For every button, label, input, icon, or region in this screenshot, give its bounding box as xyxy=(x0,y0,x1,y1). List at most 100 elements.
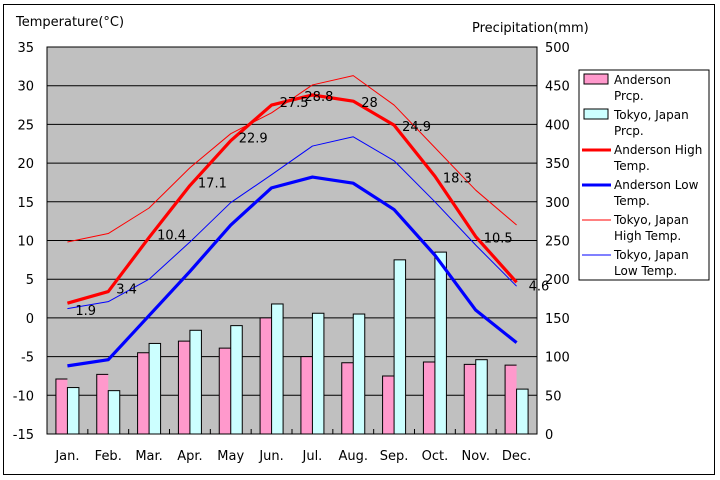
legend: Anderson Prcp. Tokyo, Japan Prcp. Anderson H… xyxy=(578,69,710,281)
x-tick-label: Nov. xyxy=(462,449,491,464)
legend-label: Tokyo, Japan xyxy=(613,108,689,122)
data-label-anderson-high: 24.9 xyxy=(402,120,431,135)
precip-bar-anderson xyxy=(341,362,354,434)
precip-bar-anderson xyxy=(137,352,150,434)
legend-label: Prcp. xyxy=(614,124,644,138)
precip-bar-outline xyxy=(55,378,68,434)
legend-label: Temp. xyxy=(613,159,650,173)
line-anderson-low-temp xyxy=(67,175,518,368)
precip-bar-tokyo xyxy=(516,388,529,435)
data-label-anderson-high: 28 xyxy=(361,96,378,111)
precip-bar-tokyo xyxy=(107,390,121,435)
precip-bar-tokyo xyxy=(271,303,284,435)
data-label-anderson-high: 10.5 xyxy=(484,232,513,247)
legend-label: Tokyo, Japan xyxy=(613,248,689,262)
left-axis-title: Temperature(°C) xyxy=(15,15,124,30)
data-label-anderson-high: 4.6 xyxy=(529,279,550,294)
legend-swatch xyxy=(583,108,609,120)
precipitation-bars xyxy=(55,251,529,435)
x-tick-label: Jun. xyxy=(258,449,283,464)
x-tick-label: Apr. xyxy=(177,449,202,464)
x-tick-label: Feb. xyxy=(95,449,122,464)
right-tick-label: 50 xyxy=(545,389,562,404)
x-tick-label: Aug. xyxy=(338,449,368,464)
right-tick-label: 0 xyxy=(545,428,553,443)
precip-bar-outline xyxy=(463,363,476,434)
plot-border xyxy=(46,46,538,435)
legend-label: Prcp. xyxy=(614,89,644,103)
line-tokyo-japan-low-temp xyxy=(67,136,517,310)
right-tick-label: 350 xyxy=(545,157,570,172)
data-label-anderson-high: 1.9 xyxy=(75,304,96,319)
left-tick-label: 30 xyxy=(17,80,34,95)
left-tick-label: 0 xyxy=(26,312,34,327)
precip-bar-outline xyxy=(259,317,272,434)
left-tick-label: 35 xyxy=(17,41,34,56)
right-axis-title: Precipitation(mm) xyxy=(472,21,589,36)
precip-bar-anderson xyxy=(300,356,313,434)
precip-bar-outline xyxy=(177,340,190,434)
x-tick-label: Jul. xyxy=(302,449,323,464)
legend-label: Low Temp. xyxy=(614,264,677,278)
right-tick-label: 100 xyxy=(545,351,570,366)
precip-bar-anderson xyxy=(423,362,435,434)
x-tick-label: Dec. xyxy=(502,449,531,464)
legend-label: Temp. xyxy=(613,194,650,208)
precip-bar-anderson xyxy=(178,341,190,434)
right-tick-label: 500 xyxy=(545,41,570,56)
left-tick-label: 25 xyxy=(17,118,34,133)
precip-bar-anderson xyxy=(96,374,109,434)
precip-bar-outline xyxy=(382,375,395,434)
precip-bar-anderson xyxy=(219,348,231,434)
right-tick-label: 300 xyxy=(545,196,570,211)
right-tick-label: 250 xyxy=(545,235,570,250)
left-tick-label: 20 xyxy=(17,157,34,172)
legend-label: Anderson xyxy=(614,73,671,87)
precip-bar-outline xyxy=(218,347,231,434)
precip-bar-tokyo xyxy=(148,342,162,435)
precip-bar-anderson xyxy=(464,364,476,434)
x-tick-label: Oct. xyxy=(422,449,449,464)
temperature-lines xyxy=(66,75,518,368)
data-label-anderson-high: 10.4 xyxy=(157,228,186,243)
data-labels: 1.9 3.4 10.4 17.1 22.9 27.528.8 28 24.9 18.3 10.5… xyxy=(75,90,549,319)
left-tick-label: 10 xyxy=(17,235,34,250)
precip-bar-outline xyxy=(137,352,150,434)
x-tick-label: May xyxy=(217,449,244,464)
precip-bar-outline xyxy=(504,364,517,434)
precip-bar-outline xyxy=(300,356,313,434)
data-label-anderson-high: 28.8 xyxy=(304,90,333,105)
legend-label: High Temp. xyxy=(614,229,681,243)
precip-bar-tokyo xyxy=(475,359,488,435)
precip-bar-anderson xyxy=(505,365,517,434)
precip-bar-outline xyxy=(96,373,109,434)
precip-bar-outline xyxy=(422,361,435,434)
x-tick-label: Sep. xyxy=(380,449,409,464)
precip-bar-tokyo xyxy=(393,259,407,435)
precip-bar-tokyo xyxy=(189,329,202,435)
legend-label: Tokyo, Japan xyxy=(613,213,689,227)
data-label-anderson-high: 17.1 xyxy=(198,177,227,192)
left-tick-label: 5 xyxy=(26,273,34,288)
left-tick-label: -15 xyxy=(13,428,34,443)
axis-ticks xyxy=(46,46,538,435)
right-tick-label: 450 xyxy=(545,80,570,95)
left-tick-label: -5 xyxy=(21,351,34,366)
precip-bar-outline xyxy=(341,362,354,434)
right-tick-label: 150 xyxy=(545,312,570,327)
legend-label: Anderson High xyxy=(614,143,702,157)
left-tick-label: 15 xyxy=(17,196,34,211)
precip-bar-tokyo xyxy=(66,387,80,435)
left-axis-tick-labels: 35 30 25 20 15 10 5 0 -5 -10 -15 xyxy=(13,41,34,443)
legend-swatch xyxy=(583,73,609,85)
precip-bar-tokyo xyxy=(434,251,447,435)
left-tick-label: -10 xyxy=(13,389,34,404)
precip-bar-anderson xyxy=(55,379,68,434)
precip-bar-anderson xyxy=(260,317,272,434)
x-tick-label: Jan. xyxy=(54,449,79,464)
legend-label: Anderson Low xyxy=(614,178,699,192)
data-label-anderson-high: 3.4 xyxy=(116,283,137,298)
right-tick-label: 200 xyxy=(545,273,570,288)
